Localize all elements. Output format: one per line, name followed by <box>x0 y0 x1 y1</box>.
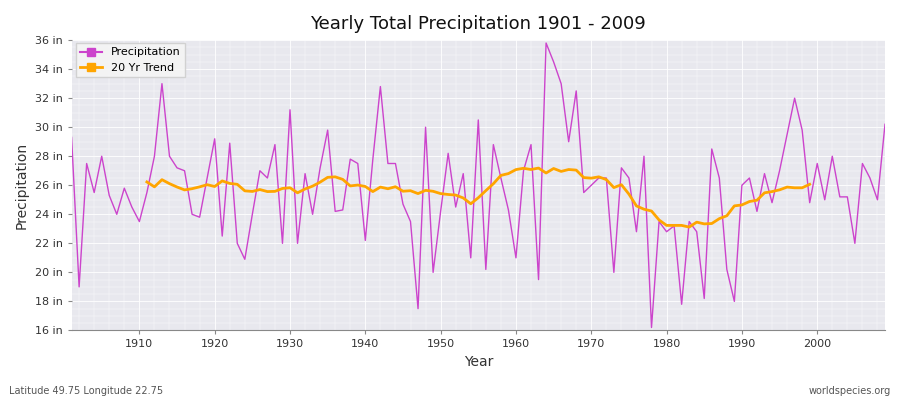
Y-axis label: Precipitation: Precipitation <box>15 142 29 229</box>
Title: Yearly Total Precipitation 1901 - 2009: Yearly Total Precipitation 1901 - 2009 <box>310 15 646 33</box>
X-axis label: Year: Year <box>464 355 493 369</box>
Text: worldspecies.org: worldspecies.org <box>809 386 891 396</box>
Text: Latitude 49.75 Longitude 22.75: Latitude 49.75 Longitude 22.75 <box>9 386 163 396</box>
Legend: Precipitation, 20 Yr Trend: Precipitation, 20 Yr Trend <box>76 43 185 78</box>
